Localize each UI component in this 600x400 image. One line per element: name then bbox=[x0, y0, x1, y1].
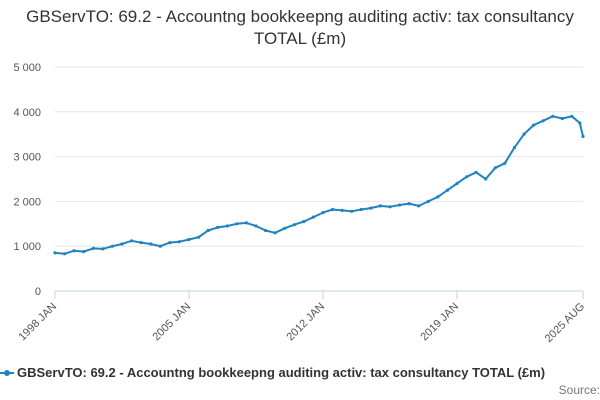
data-point[interactable] bbox=[331, 207, 335, 212]
data-point[interactable] bbox=[417, 204, 421, 208]
data-point[interactable] bbox=[91, 246, 95, 250]
x-tick-label: 2012 JAN bbox=[284, 301, 327, 344]
y-tick-label: 0 bbox=[35, 286, 41, 298]
data-point[interactable] bbox=[273, 231, 277, 235]
data-point[interactable] bbox=[493, 166, 497, 170]
x-tick-label: 2005 JAN bbox=[150, 301, 193, 344]
data-point[interactable] bbox=[340, 208, 344, 212]
data-point[interactable] bbox=[177, 240, 181, 244]
data-point[interactable] bbox=[484, 177, 488, 181]
data-point[interactable] bbox=[503, 161, 507, 165]
data-point[interactable] bbox=[541, 119, 545, 123]
x-tick-label: 2019 JAN bbox=[418, 301, 461, 344]
x-tick-label: 2025 AUG bbox=[543, 301, 587, 345]
y-gridlines bbox=[55, 66, 583, 292]
data-point[interactable] bbox=[321, 211, 325, 215]
data-point[interactable] bbox=[465, 175, 469, 179]
data-point[interactable] bbox=[570, 114, 574, 118]
data-point[interactable] bbox=[110, 244, 114, 248]
data-point[interactable] bbox=[359, 207, 363, 212]
data-point[interactable] bbox=[197, 235, 201, 239]
data-point[interactable] bbox=[187, 237, 191, 242]
data-point[interactable] bbox=[235, 222, 239, 226]
data-point[interactable] bbox=[264, 228, 268, 233]
data-point[interactable] bbox=[455, 181, 459, 186]
y-axis-tick-labels: 0 1 000 2 000 3 000 4 000 5 000 bbox=[13, 62, 41, 298]
data-point[interactable] bbox=[101, 247, 105, 251]
data-point[interactable] bbox=[369, 206, 373, 210]
x-tick-label: 1998 JAN bbox=[16, 301, 59, 344]
y-tick-label: 4 000 bbox=[13, 107, 41, 119]
data-point[interactable] bbox=[120, 242, 124, 246]
data-point[interactable] bbox=[292, 223, 296, 227]
data-point[interactable] bbox=[225, 224, 229, 228]
data-point[interactable] bbox=[72, 249, 76, 253]
data-point[interactable] bbox=[53, 251, 57, 255]
data-point[interactable] bbox=[244, 221, 248, 225]
data-point[interactable] bbox=[158, 244, 162, 248]
data-point[interactable] bbox=[512, 146, 517, 150]
data-point[interactable] bbox=[63, 252, 67, 256]
data-point[interactable] bbox=[474, 170, 478, 174]
series-lines bbox=[53, 114, 585, 256]
data-point[interactable] bbox=[398, 203, 402, 207]
source-label: Source: bbox=[558, 383, 600, 397]
y-tick-label: 5 000 bbox=[13, 62, 41, 74]
data-point[interactable] bbox=[531, 123, 536, 127]
series-line bbox=[54, 115, 584, 255]
data-point[interactable] bbox=[168, 241, 172, 245]
legend[interactable]: GBServTO: 69.2 - Accountng bookkeepng au… bbox=[0, 364, 600, 382]
legend-series-label: GBServTO: 69.2 - Accountng bookkeepng au… bbox=[17, 365, 546, 380]
data-point[interactable] bbox=[283, 226, 287, 230]
data-point[interactable] bbox=[578, 121, 582, 125]
data-point[interactable] bbox=[388, 205, 392, 209]
y-tick-label: 1 000 bbox=[13, 241, 41, 253]
y-tick-label: 3 000 bbox=[13, 152, 41, 164]
data-point[interactable] bbox=[378, 204, 382, 208]
data-point[interactable] bbox=[350, 209, 354, 213]
data-point[interactable] bbox=[216, 225, 220, 229]
chart-title: GBServTO: 69.2 - Accountng bookkeepng au… bbox=[26, 7, 574, 48]
legend-line-marker-icon bbox=[0, 370, 14, 376]
data-point[interactable] bbox=[82, 250, 86, 254]
data-point[interactable] bbox=[560, 116, 564, 121]
data-point[interactable] bbox=[302, 220, 306, 224]
data-point[interactable] bbox=[149, 242, 153, 246]
data-point[interactable] bbox=[581, 134, 585, 138]
x-axis: 1998 JAN 2005 JAN 2012 JAN 2019 JAN 2025 AUG bbox=[16, 290, 587, 345]
data-point[interactable] bbox=[445, 188, 449, 192]
data-point[interactable] bbox=[426, 199, 430, 203]
data-point[interactable] bbox=[407, 202, 411, 206]
data-point[interactable] bbox=[551, 114, 555, 118]
data-point[interactable] bbox=[436, 195, 440, 199]
data-point[interactable] bbox=[522, 132, 526, 136]
data-point[interactable] bbox=[254, 224, 258, 228]
data-point[interactable] bbox=[139, 241, 143, 245]
data-point[interactable] bbox=[130, 239, 134, 243]
data-point[interactable] bbox=[206, 228, 210, 233]
data-point[interactable] bbox=[311, 215, 315, 219]
y-tick-label: 2 000 bbox=[13, 196, 41, 208]
